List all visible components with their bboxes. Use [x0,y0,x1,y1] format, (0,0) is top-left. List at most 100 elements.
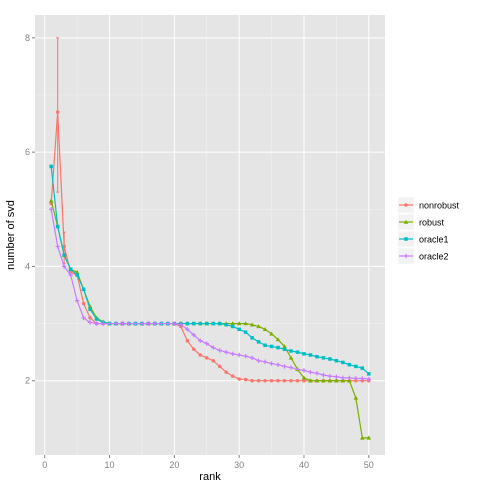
legend-item-oracle1: oracle1 [397,230,449,248]
legend-label: oracle2 [419,252,449,262]
point-circle [263,378,267,383]
point-triangle [334,378,339,383]
point-triangle [275,337,281,342]
x-tick-label: 30 [234,460,244,470]
point-plus [301,368,307,373]
point-circle [88,316,92,320]
point-circle [192,347,196,352]
point-plus [243,353,248,359]
point-square [289,349,293,353]
point-square [404,237,408,241]
point-plus [68,272,73,278]
point-square [237,327,241,332]
point-square [192,321,196,326]
point-circle [302,378,306,383]
legend-item-nonrobust: nonrobust [397,196,460,214]
point-plus [334,374,339,379]
point-circle [282,378,287,383]
point-square [198,321,203,326]
point-plus [61,264,67,269]
point-plus [288,365,294,370]
point-plus [146,321,151,326]
point-triangle [236,321,242,326]
point-plus [347,375,352,381]
point-circle [230,374,235,378]
legend-label: nonrobust [419,201,460,211]
point-triangle [347,378,352,383]
point-square [321,356,326,360]
point-circle [295,378,300,383]
point-square [68,267,73,272]
point-circle [81,301,86,306]
point-triangle [74,269,80,274]
point-plus [74,298,80,303]
point-square [354,364,358,369]
point-plus [49,207,54,212]
y-tick-label: 6 [25,147,30,157]
point-plus [100,321,106,326]
point-square [282,347,287,352]
point-triangle [314,378,320,383]
x-tick-label: 20 [169,460,179,470]
legend-label: oracle1 [419,235,449,245]
point-square [347,362,352,367]
point-square [211,321,216,326]
point-plus [113,321,119,326]
point-plus [217,348,222,353]
gridlines [35,15,385,455]
point-square [328,357,332,361]
point-square [302,352,306,356]
point-triangle [366,435,372,440]
point-square [55,224,60,229]
point-triangle [269,331,274,336]
point-plus [282,364,287,369]
point-circle [354,378,358,383]
point-plus [178,322,184,327]
point-triangle [403,219,409,224]
point-plus [139,321,145,326]
point-plus [185,327,190,332]
point-plus [126,321,132,326]
point-plus [360,376,365,381]
point-square [308,353,313,357]
point-circle [404,203,408,207]
point-plus [198,338,203,343]
point-triangle [353,395,359,400]
point-triangle [243,321,248,326]
point-square [243,330,248,334]
point-circle [224,370,228,374]
point-circle [198,353,203,357]
point-circle [204,356,209,360]
point-plus [308,369,313,375]
point-square [75,273,79,277]
point-circle [62,244,66,249]
point-plus [262,359,268,365]
point-circle [217,364,222,369]
y-axis-title: number of svd [5,200,17,270]
y-tick-label: 8 [25,33,30,43]
point-plus [172,321,177,326]
point-plus [295,367,300,372]
point-square [81,287,86,292]
point-circle [269,378,274,383]
y-tick-label: 4 [25,261,30,271]
point-square [185,321,190,326]
legend: nonrobust robust oracle1 oracle2 [397,196,460,265]
point-triangle [360,435,365,440]
tick-labels: 0 10 20 30 40 50 2 4 6 8 [25,33,374,470]
point-plus [249,355,255,361]
point-square [295,350,300,354]
point-plus [269,361,274,366]
point-plus [120,321,125,326]
x-tick-label: 50 [364,460,374,470]
point-triangle [230,321,235,326]
point-circle [289,378,293,383]
x-axis-title: rank [199,471,221,483]
series-layer [48,37,372,440]
point-plus [87,320,93,325]
point-square [88,307,92,312]
point-square [224,322,228,327]
point-circle [276,378,280,383]
point-circle [185,338,190,343]
x-tick-label: 40 [299,460,309,470]
